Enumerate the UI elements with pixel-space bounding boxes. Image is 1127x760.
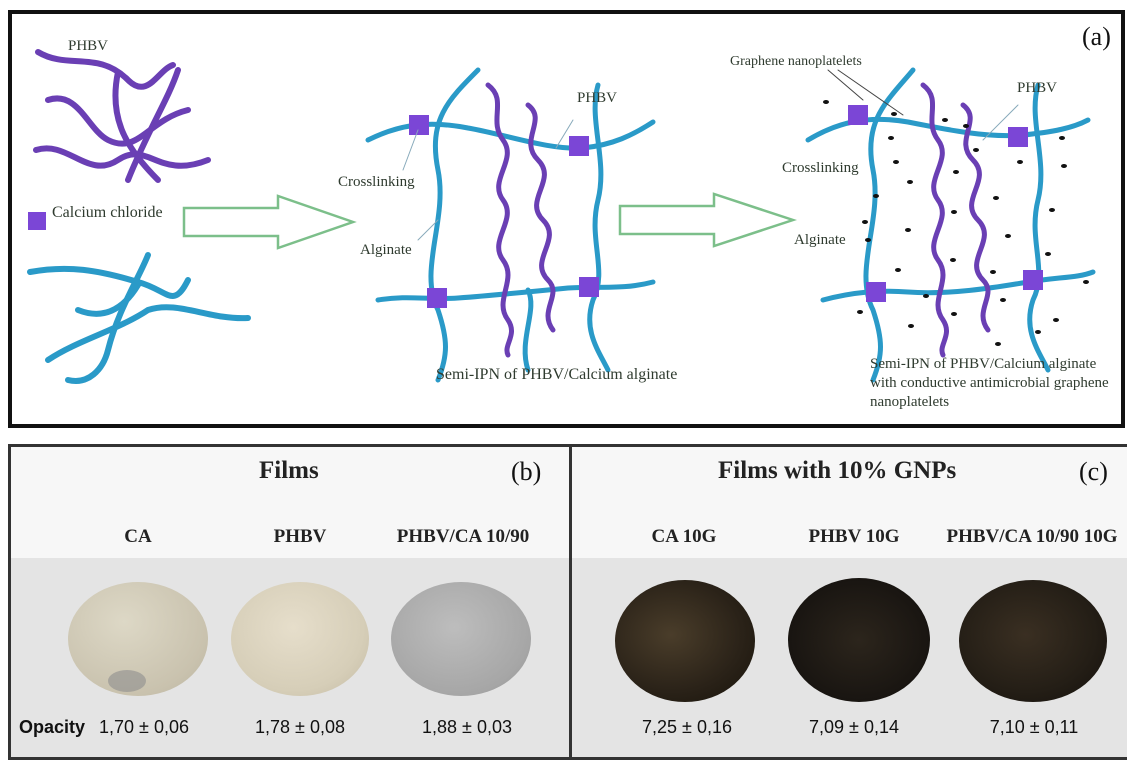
opacity-value-phbv-ca: 1,88 ± 0,03 bbox=[422, 717, 512, 737]
process-arrow-2 bbox=[618, 192, 797, 248]
phbv-chains-left bbox=[33, 49, 211, 183]
calcium-chloride-legend-square bbox=[28, 212, 46, 230]
calcium-chloride-label: Calcium chloride bbox=[52, 204, 163, 221]
schematic-drawing bbox=[27, 49, 1096, 384]
alginate-label-middle: Alginate bbox=[360, 242, 412, 258]
opacity-value-ca: 1,70 ± 0,06 bbox=[99, 717, 189, 737]
film-disc-ca bbox=[68, 582, 208, 696]
panel-b-title: Films bbox=[259, 457, 319, 484]
alginate-chains-left bbox=[27, 252, 251, 384]
process-arrow-1 bbox=[182, 194, 357, 250]
alginate-label-right: Alginate bbox=[794, 232, 846, 248]
opacity-value-phbv: 1,78 ± 0,08 bbox=[255, 717, 345, 737]
opacity-value-ca-10g: 7,25 ± 0,16 bbox=[642, 717, 732, 737]
panel-b-films: Films (b) CA PHBV PHBV/CA 10/90 Opacity … bbox=[8, 444, 572, 760]
crosslinking-label-middle: Crosslinking bbox=[338, 174, 415, 190]
phbv-label-middle: PHBV bbox=[577, 90, 618, 106]
panel-a-schematic: (a) PHBV Calcium chloride PHBV Crosslink… bbox=[8, 10, 1125, 428]
panel-c-films-gnp: Films with 10% GNPs (c) CA 10G PHBV 10G … bbox=[569, 444, 1127, 760]
sample-name-phbv-10g: PHBV 10G bbox=[808, 526, 900, 547]
right-caption-line2: with conductive antimicrobial graphene bbox=[870, 375, 1109, 391]
opacity-label: Opacity bbox=[19, 717, 86, 737]
phbv-label-right: PHBV bbox=[1017, 80, 1058, 96]
sample-name-ca: CA bbox=[124, 526, 152, 547]
crosslinking-label-right: Crosslinking bbox=[782, 160, 859, 176]
right-caption-line3: nanoplatelets bbox=[870, 394, 950, 410]
panel-a-letter: (a) bbox=[1082, 22, 1111, 51]
graphene-dots bbox=[823, 100, 1089, 346]
film-disc-phbv-10g bbox=[788, 578, 930, 702]
opacity-value-phbv-ca-10g: 7,10 ± 0,11 bbox=[989, 717, 1079, 737]
sample-name-phbv-ca-10g: PHBV/CA 10/90 10G bbox=[946, 526, 1118, 547]
sample-name-phbv-ca: PHBV/CA 10/90 bbox=[396, 526, 530, 547]
film-disc-phbv-ca bbox=[391, 582, 531, 696]
sample-name-phbv: PHBV bbox=[273, 526, 327, 547]
film-disc-phbv-ca-10g bbox=[959, 580, 1107, 702]
film-disc-phbv bbox=[231, 582, 369, 696]
phbv-label-left: PHBV bbox=[68, 38, 109, 54]
sample-name-ca-10g: CA 10G bbox=[651, 526, 717, 547]
semi-ipn-network bbox=[365, 67, 656, 383]
panel-c-letter: (c) bbox=[1079, 457, 1108, 486]
right-caption-line1: Semi-IPN of PHBV/Calcium alginate bbox=[870, 356, 1097, 372]
panel-b-letter: (b) bbox=[511, 457, 542, 486]
panel-c-title: Films with 10% GNPs bbox=[718, 457, 957, 484]
opacity-value-phbv-10g: 7,09 ± 0,14 bbox=[809, 717, 899, 737]
film-disc-ca-10g bbox=[615, 580, 755, 702]
graphene-label: Graphene nanoplatelets bbox=[730, 54, 862, 69]
middle-caption: Semi-IPN of PHBV/Calcium alginate bbox=[436, 366, 678, 383]
semi-ipn-gnp-network bbox=[805, 67, 1096, 383]
